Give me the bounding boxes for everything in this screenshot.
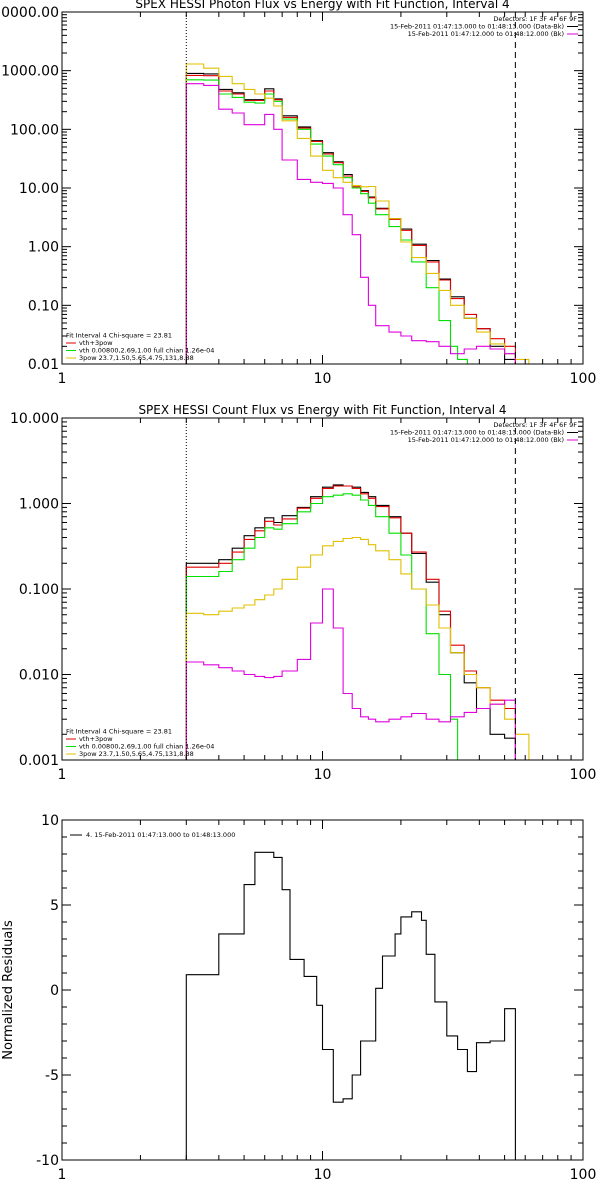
- chart-2-ytick-label: 10.000: [10, 411, 59, 427]
- chart-1-series-4: [185, 63, 530, 364]
- chart-2-legend-bottom-text: Fit Interval 4 Chi-square = 23.81: [66, 728, 172, 736]
- chart-1-series-2: [185, 74, 516, 364]
- chart-2-xtick-label: 1: [58, 767, 67, 783]
- chart-2-legend-bottom-text: vth+3pow: [79, 735, 113, 743]
- chart-2-ytick-label: 0.100: [19, 582, 59, 598]
- chart-3-xtick-label: 100: [570, 1167, 597, 1183]
- chart-1-legend-bottom-text: vth+3pow: [79, 339, 113, 347]
- chart-3-ytick-label: -5: [45, 1068, 59, 1084]
- chart-1-ytick-label: 1.00: [28, 240, 59, 256]
- chart-1-series-1: [185, 72, 529, 364]
- chart-2-legend-top-text: Detectors: 1F 3F 4F 6F 9F: [493, 421, 577, 429]
- chart-3-ytick-label: 0: [50, 983, 59, 999]
- chart-2-legend-bottom-text: vth 0.00800,2.69,1.00 full chian 1.26e-0…: [79, 743, 214, 751]
- chart-1-ytick-label: 1000.00: [1, 64, 59, 80]
- chart-2-legend-top-text: 15-Feb-2011 01:47:13.000 to 01:48:13.000…: [390, 429, 564, 437]
- chart-1-legend-top-text: 15-Feb-2011 01:47:13.000 to 01:48:13.000…: [390, 23, 564, 31]
- chart-1-ytick-label: 100.00: [10, 122, 59, 138]
- chart-2-title: SPEX HESSI Count Flux vs Energy with Fit…: [138, 403, 506, 417]
- chart-3-series-1: [185, 851, 518, 1160]
- chart-3-legend-top-text: 4. 15-Feb-2011 01:47:13.000 to 01:48:13.…: [86, 831, 235, 839]
- chart-1-legend-top-text: Detectors: 1F 3F 4F 6F 9F: [493, 15, 577, 23]
- chart-1-series-5: [185, 83, 516, 364]
- chart-3-ytick-label: 10: [41, 813, 59, 829]
- chart-1-legend-top-text: 15-Feb-2011 01:47:12.000 to 01:48:12.000…: [408, 30, 564, 38]
- chart-3-ytick-label: -10: [36, 1153, 59, 1169]
- chart-1-series-3: [185, 79, 468, 364]
- chart-2-legend-bottom-text: 3pow 23.7,1.50,5.65,4.75,131,8.88: [79, 750, 194, 758]
- chart-2-series-3: [185, 493, 468, 760]
- chart-1-ytick-label: 10.00: [19, 181, 59, 197]
- chart-1-ytick-label: 0.10: [28, 298, 59, 314]
- chart-3: 1 10 100 10 5 0 -5 -10 Normalized Residuals 4. 15…: [1, 813, 596, 1183]
- chart-3-axes-frame: [61, 819, 584, 1161]
- chart-1-axes-frame: [61, 11, 584, 365]
- chart-2-ytick-label: 1.000: [19, 497, 59, 513]
- chart-2: 1 10 100 10.000 1.000 0.100 0.010 0.001 SPEX HES…: [10, 403, 596, 783]
- chart-2-legend-top-text: 15-Feb-2011 01:47:12.000 to 01:48:12.000…: [408, 436, 564, 444]
- chart-2-ytick-label: 0.010: [19, 668, 59, 684]
- chart-2-series-4: [185, 536, 543, 760]
- chart-2-series-1: [185, 484, 516, 760]
- chart-3-xtick-label: 10: [314, 1167, 332, 1183]
- chart-2-series-2: [185, 485, 516, 760]
- chart-2-xtick-label: 10: [314, 767, 332, 783]
- chart-1-legend-bottom-text: Fit Interval 4 Chi-square = 23.81: [66, 332, 172, 340]
- chart-3-ylabel: Normalized Residuals: [1, 920, 16, 1060]
- chart-1-legend-bottom-text: vth 0.00800,2.69,1.00 full chian 1.26e-0…: [79, 347, 214, 355]
- chart-2-ytick-label: 0.001: [19, 753, 59, 769]
- chart-1-ytick-label: 0.01: [28, 357, 59, 373]
- chart-1-xtick-label: 1: [58, 371, 67, 387]
- chart-1-xtick-label: 10: [314, 371, 332, 387]
- chart-1-legend-bottom-text: 3pow 23.7,1.50,5.65,4.75,131,8.88: [79, 354, 194, 362]
- chart-3-ytick-label: 5: [50, 898, 59, 914]
- chart-3-xtick-label: 1: [58, 1167, 67, 1183]
- chart-1-title: SPEX HESSI Photon Flux vs Energy with Fi…: [135, 0, 509, 11]
- chart-2-xtick-label: 100: [570, 767, 597, 783]
- chart-2-series-5: [185, 588, 516, 760]
- chart-1-xtick-label: 100: [570, 371, 597, 387]
